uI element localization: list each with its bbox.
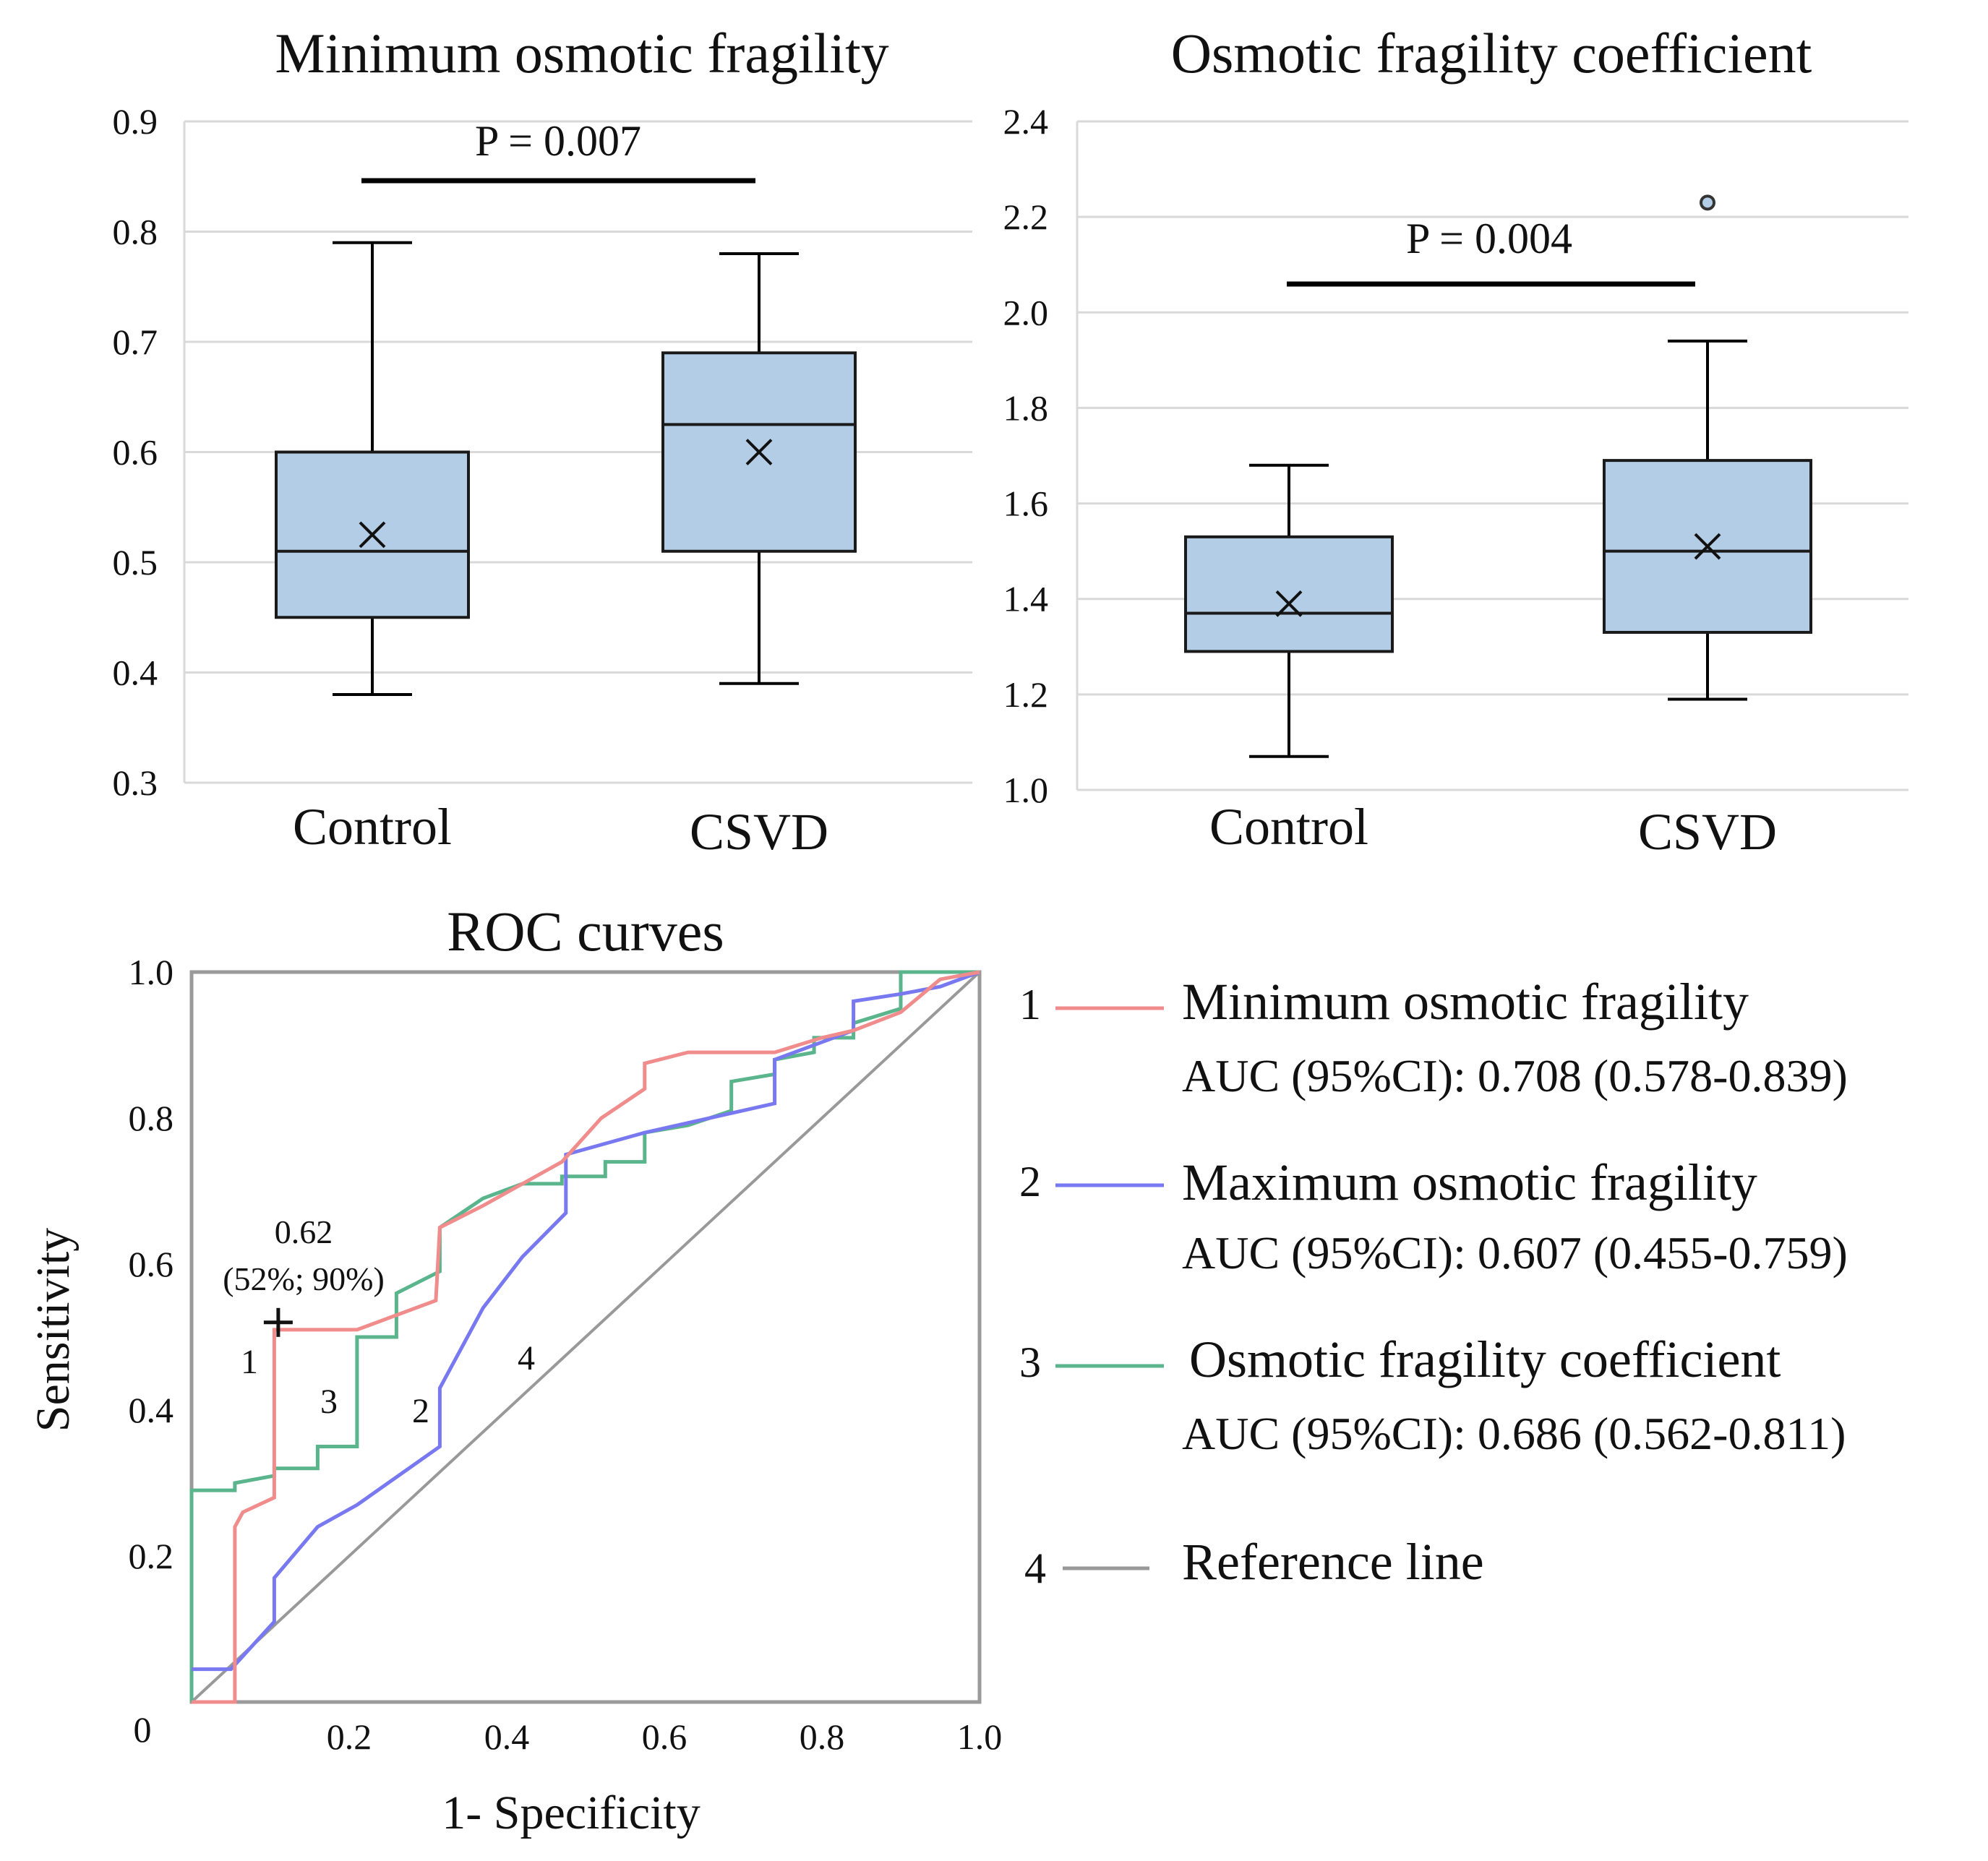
roc-y-tick: 0.6 <box>129 1244 174 1284</box>
roc-chart: ROC curves 1.00.80.60.40.2 0.2 0.4 0.6 0.8 1… <box>27 900 1002 1839</box>
box2-y-tick-labels: 2.4 2.2 2.0 1.8 1.6 1.4 1.2 1.0 <box>1003 101 1049 810</box>
roc-y-axis-label: Sensitivity <box>27 1228 80 1432</box>
legend-num-3: 3 <box>1019 1338 1041 1386</box>
roc-origin-label: 0 <box>134 1709 152 1750</box>
box2-box-control <box>1184 463 1394 758</box>
box2-y-tick: 1.2 <box>1003 674 1049 715</box>
roc-cutoff-detail: (52%; 90%) <box>223 1260 385 1297</box>
roc-x-tick: 0.6 <box>642 1716 687 1757</box>
legend-item-2: 2 Maximum osmotic fragility AUC (95%CI):… <box>1019 1153 1848 1278</box>
box2-y-tick: 1.0 <box>1003 770 1049 810</box>
roc-x-tick: 0.4 <box>484 1716 530 1757</box>
mean-marker <box>359 521 386 549</box>
box2-title: Osmotic fragility coefficient <box>1171 22 1812 85</box>
roc-legend: 1 Minimum osmotic fragility AUC (95%CI):… <box>1019 973 1848 1592</box>
roc-curve-num-3: 3 <box>320 1383 338 1421</box>
box1-box-control <box>275 241 470 696</box>
roc-curve-num-2: 2 <box>412 1392 429 1430</box>
iqr-box <box>1184 535 1394 653</box>
box1-boxes <box>275 241 857 696</box>
legend-item-1: 1 Minimum osmotic fragility AUC (95%CI):… <box>1019 973 1848 1101</box>
mean-marker <box>1275 590 1303 617</box>
roc-curve-num-1: 1 <box>241 1343 258 1381</box>
legend-item-4: 4 Reference line <box>1024 1533 1484 1592</box>
box2-y-tick: 2.4 <box>1003 101 1049 142</box>
box2-y-tick: 1.8 <box>1003 387 1049 428</box>
box1-y-tick: 0.6 <box>113 432 158 473</box>
roc-x-axis-label: 1- Specificity <box>442 1787 700 1839</box>
roc-y-tick: 0.8 <box>129 1098 174 1138</box>
legend-name-3: Osmotic fragility coefficient <box>1189 1331 1781 1388</box>
box1-y-tick: 0.7 <box>113 322 158 362</box>
box1-title: Minimum osmotic fragility <box>275 22 888 85</box>
legend-num-2: 2 <box>1019 1158 1041 1205</box>
roc-curve-minimum-osmotic-fragility <box>192 970 980 1704</box>
roc-y-tick: 0.2 <box>129 1536 174 1576</box>
box2-y-tick: 1.4 <box>1003 579 1049 619</box>
box-plot-osmotic-fragility-coefficient: Osmotic fragility coefficient 2.4 2.2 2.0 1… <box>1003 22 1908 861</box>
legend-num-4: 4 <box>1024 1544 1046 1592</box>
legend-auc-2: AUC (95%CI): 0.607 (0.455-0.759) <box>1182 1227 1848 1278</box>
roc-cutoff-marker <box>263 1307 293 1337</box>
box1-y-tick: 0.5 <box>113 542 158 583</box>
outlier-point <box>1700 194 1715 211</box>
box1-y-tick: 0.8 <box>113 212 158 252</box>
roc-title: ROC curves <box>447 900 724 963</box>
box1-p-value: P = 0.007 <box>475 117 641 165</box>
legend-auc-1: AUC (95%CI): 0.708 (0.578-0.839) <box>1182 1050 1848 1101</box>
box2-p-value: P = 0.004 <box>1406 215 1572 262</box>
box2-category-csvd: CSVD <box>1638 803 1777 861</box>
legend-name-2: Maximum osmotic fragility <box>1182 1153 1757 1211</box>
roc-curves <box>189 970 981 1704</box>
legend-item-3: 3 Osmotic fragility coefficient AUC (95%… <box>1019 1331 1846 1459</box>
roc-x-tick-labels: 0.2 0.4 0.6 0.8 1.0 <box>327 1716 1003 1757</box>
box-plot-minimum-osmotic-fragility: Minimum osmotic fragility 0.90.80.70.60.… <box>113 22 972 861</box>
roc-curve-reference-line <box>190 971 981 1703</box>
box1-category-control: Control <box>293 798 452 856</box>
box1-y-tick: 0.3 <box>113 762 158 803</box>
roc-plot-frame <box>189 970 982 1704</box>
roc-y-tick-labels: 1.0 0.8 0.6 0.4 0.2 <box>129 952 174 1576</box>
roc-curve-num-4: 4 <box>518 1339 535 1378</box>
box2-boxes <box>1184 194 1812 758</box>
box2-y-tick: 2.2 <box>1003 197 1049 237</box>
box1-y-tick: 0.9 <box>113 101 158 142</box>
box2-category-control: Control <box>1209 798 1368 856</box>
box2-y-tick: 2.0 <box>1003 292 1049 332</box>
roc-x-tick: 1.0 <box>957 1716 1003 1757</box>
box1-y-tick-labels: 0.9 0.8 0.7 0.6 0.5 0.4 0.3 <box>113 101 158 803</box>
mean-marker <box>1694 533 1721 560</box>
roc-y-tick: 0.4 <box>129 1390 174 1430</box>
roc-x-tick: 0.2 <box>327 1716 372 1757</box>
roc-x-tick: 0.8 <box>800 1716 845 1757</box>
legend-auc-3: AUC (95%CI): 0.686 (0.562-0.811) <box>1182 1408 1846 1459</box>
legend-name-4: Reference line <box>1182 1533 1484 1591</box>
box1-category-csvd: CSVD <box>690 803 828 861</box>
legend-num-1: 1 <box>1019 981 1041 1028</box>
roc-curve-maximum-osmotic-fragility <box>192 970 980 1672</box>
box1-y-tick: 0.4 <box>113 653 158 693</box>
roc-cutoff-value: 0.62 <box>275 1213 333 1250</box>
box2-box-csvd <box>1603 194 1812 701</box>
box2-y-tick: 1.6 <box>1003 483 1049 524</box>
legend-name-1: Minimum osmotic fragility <box>1182 973 1749 1031</box>
mean-marker <box>745 439 773 465</box>
box1-box-csvd <box>661 252 857 685</box>
roc-y-tick: 1.0 <box>129 952 174 992</box>
